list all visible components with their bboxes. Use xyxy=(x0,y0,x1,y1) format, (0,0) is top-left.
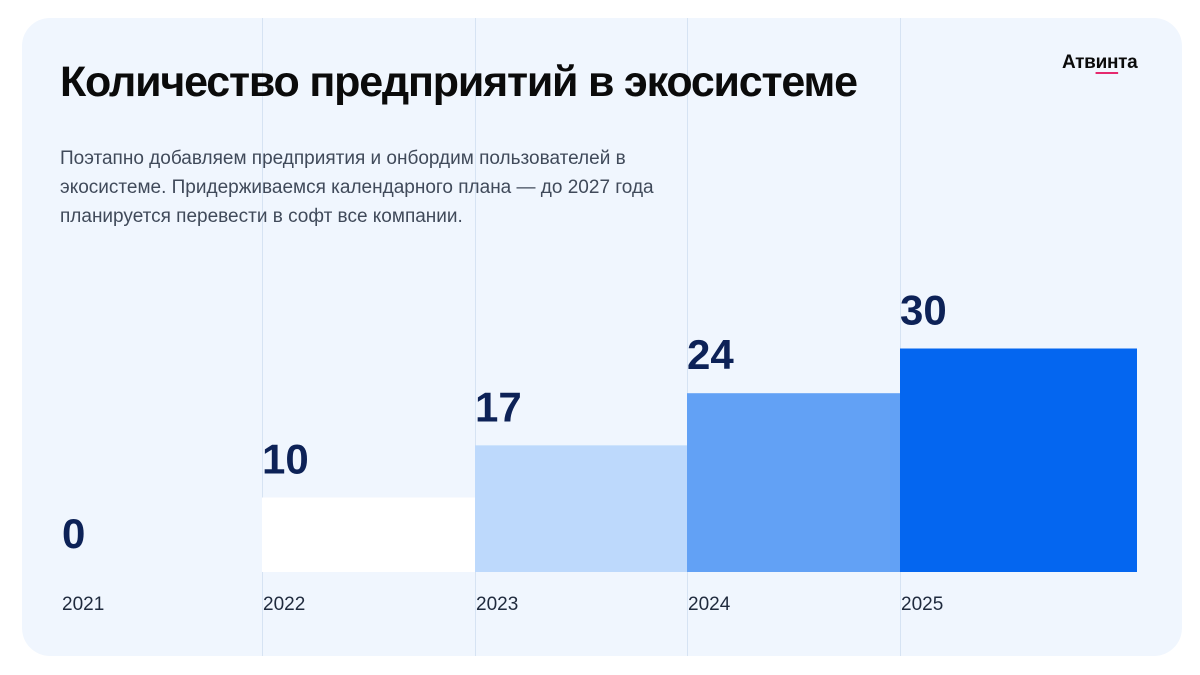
slide-title: Количество предприятий в экосистеме xyxy=(60,58,858,106)
bar-chart: 0 2021 10 2022 17 2023 24 2024 30 2025 xyxy=(62,287,1137,615)
bar-2024 xyxy=(687,393,900,572)
value-label-2022: 10 xyxy=(262,436,309,483)
value-label-2023: 17 xyxy=(475,383,522,430)
value-label-2024: 24 xyxy=(687,331,734,378)
value-label-2021: 0 xyxy=(62,510,85,557)
value-label-2025: 30 xyxy=(900,287,947,334)
column-divider xyxy=(475,18,476,656)
year-label-2021: 2021 xyxy=(62,594,104,615)
year-label-2024: 2024 xyxy=(688,594,731,615)
year-label-2025: 2025 xyxy=(901,594,943,615)
company-logo: Атвинта xyxy=(1062,52,1138,74)
bar-2022 xyxy=(262,497,475,572)
bar-2023 xyxy=(475,445,687,572)
column-divider xyxy=(900,18,901,656)
slide-subtitle: Поэтапно добавляем предприятия и онборди… xyxy=(60,148,654,227)
bar-2025 xyxy=(900,348,1137,572)
slide-card: 0 2021 10 2022 17 2023 24 2024 30 2025 Количество… xyxy=(22,18,1182,656)
column-divider xyxy=(262,18,263,656)
logo-text-accent: ин xyxy=(1095,52,1119,73)
column-divider xyxy=(687,18,688,656)
year-label-2023: 2023 xyxy=(476,594,518,615)
logo-text-part: та xyxy=(1118,52,1138,73)
year-label-2022: 2022 xyxy=(263,594,305,615)
logo-text-part: Атв xyxy=(1062,52,1096,73)
